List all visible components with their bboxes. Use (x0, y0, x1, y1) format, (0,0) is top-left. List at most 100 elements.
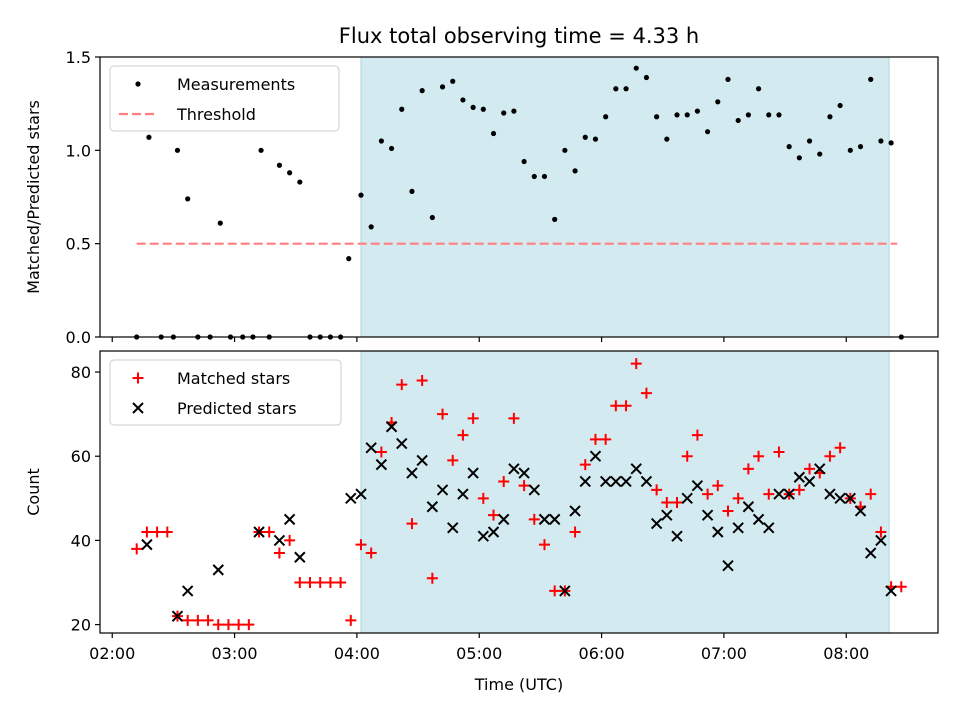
data-point (722, 505, 734, 517)
data-point (569, 526, 581, 538)
data-point (508, 463, 520, 475)
data-point (416, 454, 428, 467)
data-point (467, 467, 479, 479)
data-point (450, 78, 456, 84)
data-point (212, 564, 224, 576)
data-point (834, 492, 846, 505)
data-point (865, 488, 877, 500)
data-point (396, 379, 408, 391)
data-point (691, 479, 704, 492)
y-tick-label: 60 (71, 447, 91, 466)
panel-top: 0.0 0.5 1.0 1.5 Matched/Predicted stars Measu… (24, 48, 939, 347)
data-point (559, 585, 571, 597)
observing-window-shade (360, 56, 890, 338)
legend-label: Threshold (176, 105, 256, 124)
legend-label: Measurements (177, 75, 295, 94)
data-point (406, 467, 418, 479)
data-point (888, 140, 894, 146)
legend-marker (132, 402, 144, 414)
data-point (436, 484, 449, 496)
data-point (324, 576, 336, 588)
data-point (763, 522, 775, 534)
data-point (487, 526, 500, 538)
data-point (885, 585, 897, 597)
data-point (460, 97, 466, 103)
data-point (681, 450, 693, 462)
data-point (335, 576, 347, 588)
y-tick-label: 80 (71, 363, 91, 382)
legend-label: Predicted stars (177, 399, 297, 418)
data-point (661, 509, 673, 521)
y-tick-label: 20 (71, 616, 91, 635)
x-tick-label: 03:00 (212, 644, 258, 663)
data-point (447, 522, 459, 534)
data-point (773, 488, 785, 500)
legend-label: Matched stars (177, 369, 290, 388)
data-point (875, 534, 887, 547)
data-point (804, 463, 816, 475)
data-point (589, 450, 602, 462)
data-point (151, 526, 163, 538)
data-point (865, 547, 877, 559)
data-point (276, 162, 283, 168)
data-point (508, 412, 520, 424)
data-point (569, 505, 581, 517)
data-point (457, 488, 469, 500)
y-tick-label: 0.5 (66, 235, 91, 254)
data-point (146, 134, 152, 140)
data-point (732, 522, 744, 534)
data-point (803, 475, 816, 488)
data-point (735, 117, 741, 124)
data-point (681, 492, 693, 505)
data-point (375, 446, 387, 458)
data-point (358, 192, 364, 198)
plot-frame (99, 350, 939, 634)
data-point (582, 134, 588, 140)
data-point (674, 112, 680, 118)
x-tick-label: 02:00 (89, 644, 135, 663)
data-point (725, 76, 731, 82)
data-point (610, 400, 622, 412)
data-point (477, 530, 490, 542)
legend-box (109, 65, 340, 132)
data-point (273, 534, 286, 547)
data-point (287, 170, 293, 176)
data-point (691, 429, 703, 441)
data-point (426, 501, 439, 513)
data-point (701, 509, 714, 521)
data-point (498, 475, 510, 487)
data-point (633, 65, 639, 71)
data-point (406, 518, 418, 530)
data-point (793, 471, 806, 483)
y-axis-label: Count (24, 468, 43, 516)
data-point (518, 467, 530, 479)
data-point (640, 387, 652, 399)
data-point (549, 585, 561, 597)
x-tick-label: 05:00 (456, 644, 502, 663)
data-point (684, 112, 690, 118)
legend: Measurements Threshold (109, 65, 340, 132)
data-point (174, 147, 181, 153)
legend: Matched stars Predicted stars (109, 359, 342, 426)
data-point (345, 614, 357, 626)
data-point (368, 224, 374, 230)
data-point (552, 216, 558, 222)
x-tick-label: 04:00 (334, 644, 380, 663)
data-point (171, 610, 184, 622)
data-point (752, 513, 765, 526)
data-point (661, 497, 673, 509)
data-point (715, 99, 721, 105)
data-point (868, 76, 874, 82)
data-point (538, 513, 551, 526)
data-point (447, 454, 459, 466)
data-point (182, 614, 194, 626)
data-point (623, 86, 629, 92)
data-point (273, 547, 285, 559)
y-tick-label: 1.5 (66, 48, 91, 67)
data-point (538, 539, 550, 551)
data-point (396, 437, 408, 450)
data-point (847, 147, 853, 153)
data-point (365, 442, 377, 454)
data-point (419, 88, 425, 94)
